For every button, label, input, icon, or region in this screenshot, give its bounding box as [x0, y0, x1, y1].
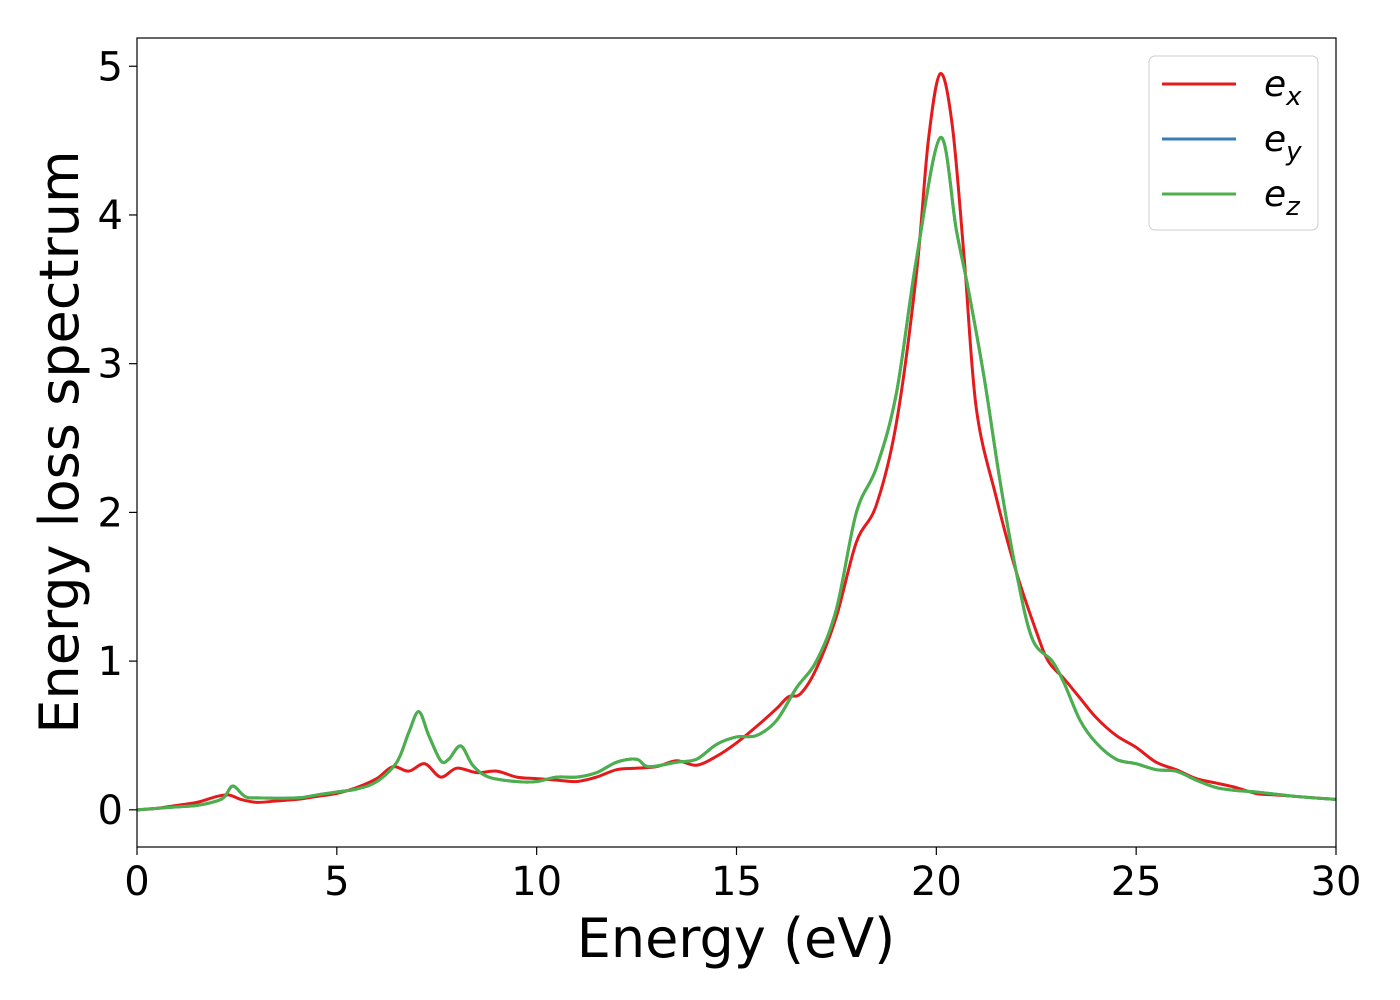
legend-label: ex	[1264, 64, 1302, 112]
y-tick-label: 3	[98, 342, 123, 388]
series-line-ez	[136, 136, 1337, 812]
y-tick-label: 2	[98, 490, 123, 536]
series-layer	[136, 72, 1337, 812]
x-tick-label: 25	[1111, 859, 1162, 905]
x-tick-label: 5	[324, 859, 349, 905]
y-tick-label: 1	[98, 639, 123, 685]
legend-label: ez	[1264, 174, 1301, 222]
y-tick-label: 4	[98, 193, 123, 239]
ticks: 0 5 10 15 20 25 30 0 1 2 3 4 5	[98, 44, 1362, 905]
legend-label-base: e	[1264, 174, 1286, 215]
x-tick-label: 15	[711, 859, 762, 905]
y-axis-label: Energy loss spectrum	[28, 150, 91, 733]
x-tick-label: 10	[511, 859, 562, 905]
y-tick-label: 5	[98, 44, 123, 90]
series-line-ey	[136, 136, 1337, 812]
x-tick-label: 20	[911, 859, 962, 905]
legend-label-subscript: y	[1285, 137, 1302, 167]
legend-label-base: e	[1264, 119, 1286, 160]
x-tick-label: 30	[1311, 859, 1362, 905]
legend-label: ey	[1264, 119, 1302, 167]
legend-box	[1148, 55, 1319, 231]
legend-label-subscript: z	[1285, 192, 1301, 222]
legend-label-subscript: x	[1285, 82, 1302, 112]
y-tick-label: 0	[98, 788, 123, 834]
legend-label-base: e	[1264, 64, 1286, 105]
x-tick-label: 0	[124, 859, 149, 905]
x-axis-label: Energy (eV)	[577, 907, 896, 970]
